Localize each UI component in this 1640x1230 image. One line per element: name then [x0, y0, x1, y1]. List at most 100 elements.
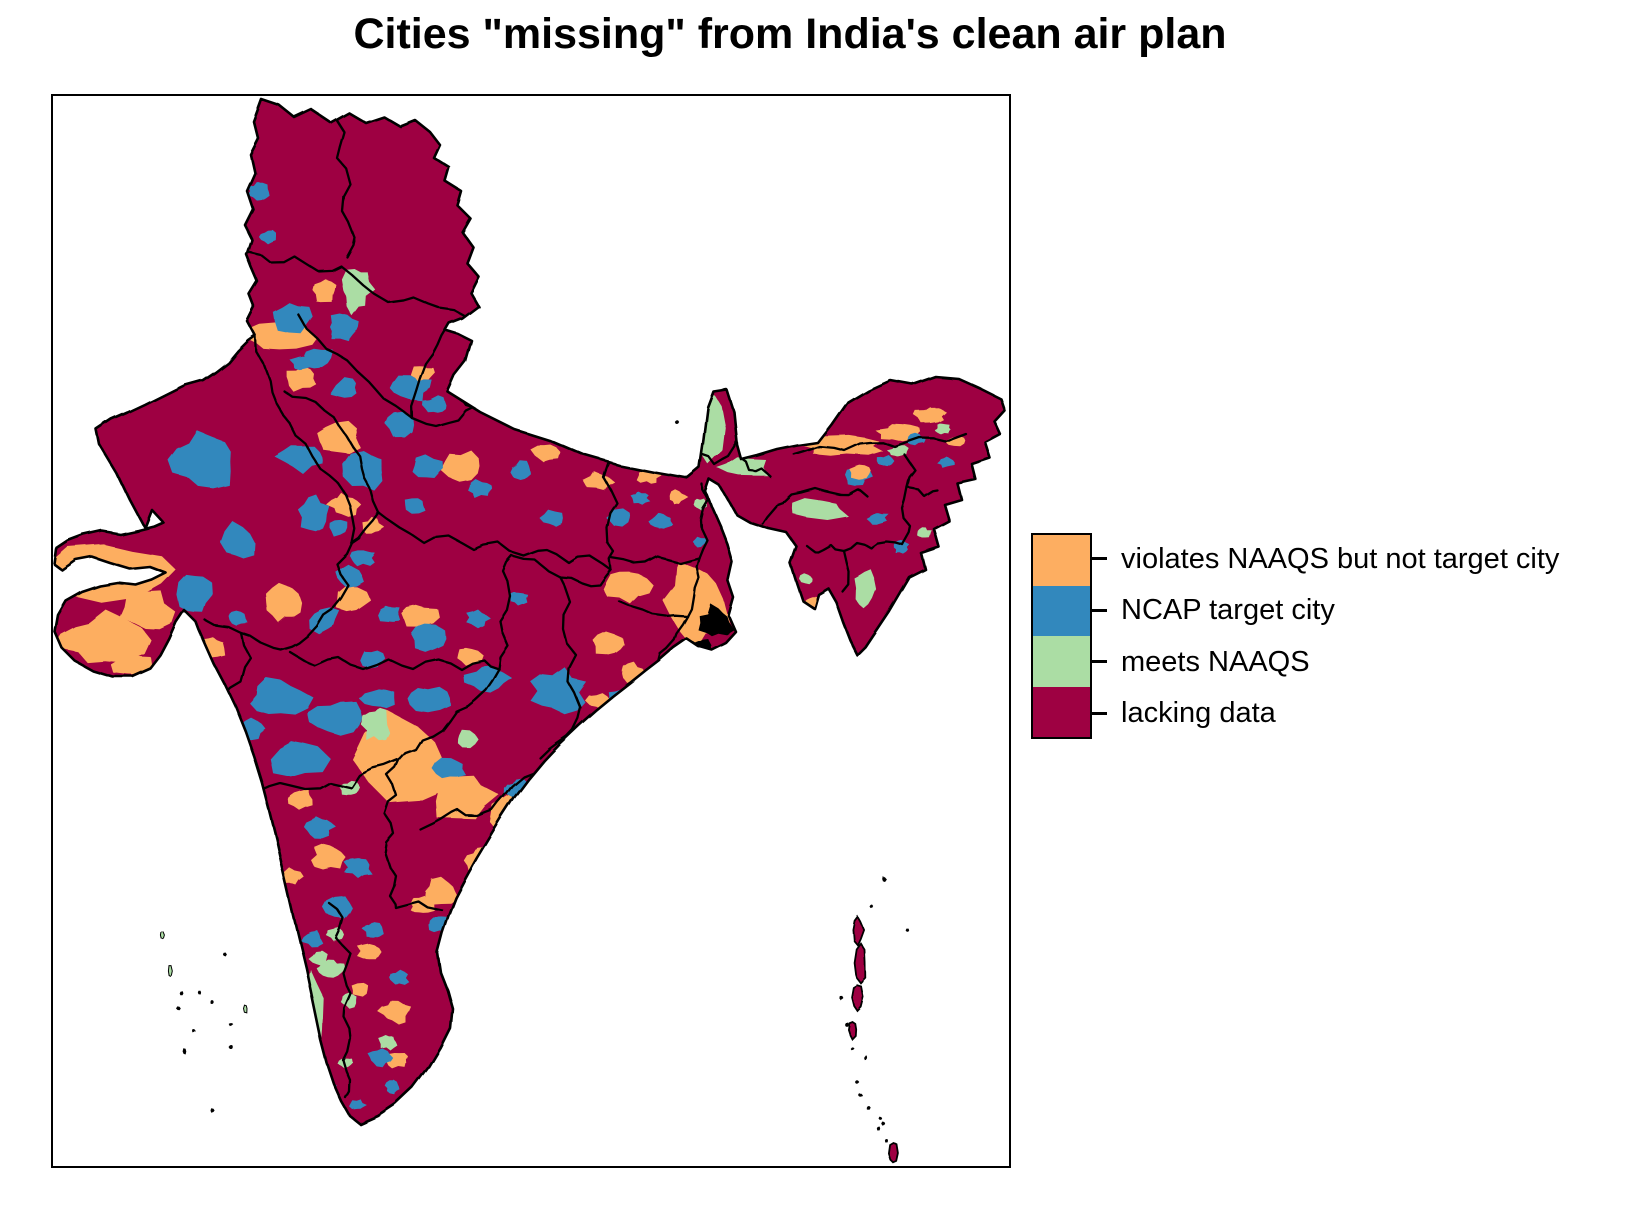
district-patch	[300, 930, 323, 946]
district-patch	[329, 520, 348, 538]
district-patch	[886, 445, 910, 458]
district-patch	[340, 991, 357, 1009]
district-patch	[340, 268, 376, 317]
state-boundary-line	[656, 614, 689, 661]
district-patch	[246, 180, 268, 200]
district-patch	[594, 633, 625, 656]
district-patch	[312, 845, 347, 870]
district-patch	[467, 478, 492, 498]
district-patch	[508, 592, 528, 606]
district-patch	[377, 606, 402, 622]
district-patch	[648, 513, 675, 529]
district-patch	[850, 466, 873, 481]
island-speck	[906, 929, 910, 933]
island-speck	[871, 906, 876, 910]
island-speck	[849, 1046, 854, 1050]
state-boundary-line	[377, 511, 613, 572]
district-patch	[312, 278, 336, 303]
state-boundary-line	[804, 540, 905, 553]
district-patch	[603, 572, 654, 604]
island-speck	[674, 420, 680, 424]
district-patch	[266, 582, 303, 623]
district-patch	[361, 707, 391, 742]
district-patch	[323, 896, 353, 919]
legend-tick	[1092, 557, 1107, 561]
district-patch	[386, 412, 415, 439]
district-patch	[456, 728, 478, 747]
island-speck	[838, 994, 843, 999]
district-patch	[435, 772, 500, 820]
state-boundary-line	[740, 457, 773, 479]
district-patch	[539, 509, 563, 527]
legend-label-meets: meets NAAQS	[1121, 645, 1310, 678]
state-boundary-line	[558, 575, 582, 731]
andaman-nicobar-island	[853, 942, 867, 985]
district-patch	[440, 450, 479, 482]
legend-swatch-meets	[1033, 636, 1090, 687]
district-patch	[691, 535, 707, 546]
district-patch	[412, 454, 443, 478]
district-patch	[865, 513, 890, 525]
district-patch	[316, 958, 345, 978]
district-patch	[404, 498, 425, 514]
district-patch	[918, 528, 933, 539]
legend-swatch-violates	[1033, 535, 1090, 586]
state-boundary-line	[350, 444, 381, 545]
district-patch	[249, 677, 314, 715]
state-boundary-line	[298, 314, 414, 420]
district-patch	[219, 520, 254, 558]
island-speck	[198, 991, 202, 995]
district-patch	[257, 229, 276, 244]
district-patch	[670, 489, 690, 506]
district-patch	[54, 610, 152, 663]
district-patch	[934, 422, 950, 434]
state-boundary-line	[602, 452, 619, 572]
island-speck	[843, 1020, 848, 1025]
district-patch	[854, 569, 878, 610]
district-patch	[584, 472, 615, 491]
district-patch	[361, 920, 382, 937]
district-patch	[407, 686, 451, 713]
district-patch	[289, 356, 310, 370]
district-patch	[402, 606, 441, 628]
lakshadweep-island	[242, 1003, 248, 1014]
district-patch	[630, 491, 651, 505]
district-patch	[331, 314, 361, 343]
island-speck	[878, 1116, 882, 1120]
island-speck	[858, 1093, 863, 1097]
district-patch	[307, 701, 363, 737]
district-patch	[344, 858, 372, 878]
island-speck	[854, 1080, 860, 1084]
andaman-nicobar-island	[850, 984, 865, 1012]
state-boundary-line	[497, 554, 514, 671]
district-patch	[168, 430, 230, 488]
state-boundary-line	[537, 727, 574, 759]
district-patch	[285, 365, 316, 391]
district-patch	[378, 1000, 411, 1025]
district-patch	[274, 304, 315, 335]
state-boundary-line	[685, 555, 700, 618]
legend-label-lacking: lacking data	[1121, 697, 1276, 730]
island-speck	[884, 1138, 888, 1142]
legend-swatch-lacking	[1033, 686, 1090, 737]
island-speck	[210, 1000, 214, 1004]
district-patch	[385, 1081, 401, 1096]
district-patch	[411, 624, 446, 652]
legend-swatch-ncap	[1033, 585, 1090, 636]
district-patch	[349, 550, 376, 567]
state-boundary-line	[383, 758, 402, 908]
state-boundary-line	[253, 333, 348, 497]
state-boundary-line	[701, 440, 738, 467]
district-patch	[877, 455, 896, 468]
island-groups	[159, 420, 910, 1164]
legend-tick	[1092, 608, 1107, 612]
district-patch	[913, 407, 945, 423]
island-speck	[880, 1121, 885, 1126]
district-patch	[176, 574, 213, 613]
island-speck	[223, 953, 228, 957]
island-speck	[184, 1049, 188, 1056]
district-patch	[422, 395, 446, 413]
island-speck	[866, 1105, 871, 1110]
district-patch	[530, 667, 587, 715]
